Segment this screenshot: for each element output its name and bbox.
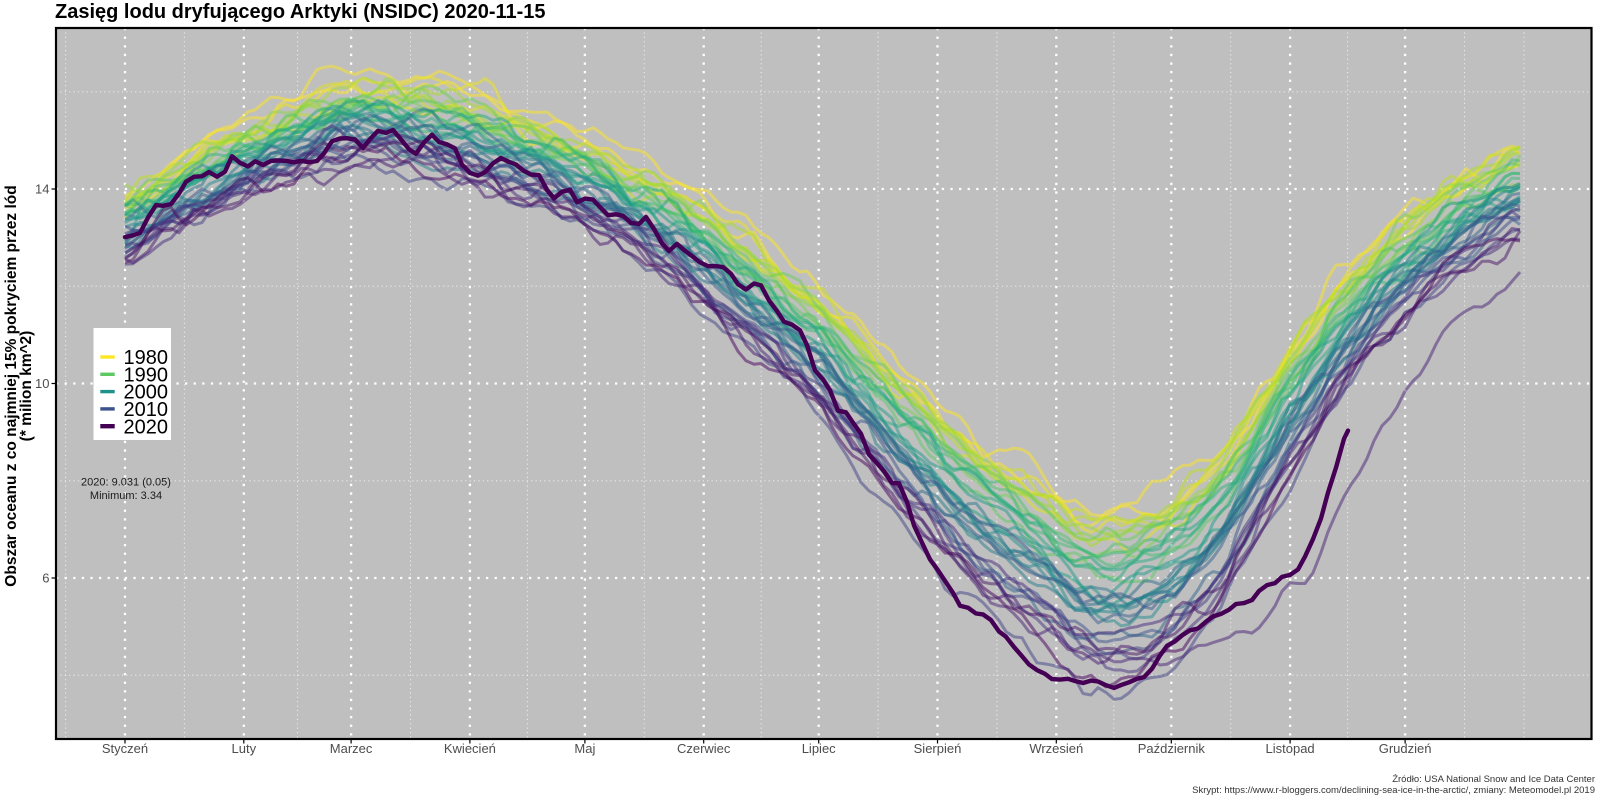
svg-text:Listopad: Listopad	[1266, 741, 1315, 756]
svg-text:Źródło: USA National Snow and: Źródło: USA National Snow and Ice Data C…	[1392, 774, 1595, 785]
svg-text:Październik: Październik	[1138, 741, 1206, 756]
svg-text:2020: 2020	[124, 416, 169, 438]
svg-text:Grudzień: Grudzień	[1379, 741, 1432, 756]
svg-text:Lipiec: Lipiec	[802, 741, 836, 756]
svg-text:Obszar oceanu z co najmniej 15: Obszar oceanu z co najmniej 15% pokrycie…	[3, 185, 20, 586]
svg-text:6: 6	[42, 570, 49, 585]
svg-text:Styczeń: Styczeń	[102, 741, 148, 756]
svg-text:Maj: Maj	[574, 741, 595, 756]
svg-text:(* milion km^2): (* milion km^2)	[18, 331, 35, 442]
svg-text:Minimum: 3.34: Minimum: 3.34	[90, 490, 162, 502]
svg-text:Czerwiec: Czerwiec	[677, 741, 731, 756]
svg-text:Kwiecień: Kwiecień	[444, 741, 496, 756]
svg-text:Skrypt: https://www.r-bloggers: Skrypt: https://www.r-bloggers.com/decli…	[1192, 785, 1595, 796]
svg-text:1990: 1990	[124, 364, 169, 386]
svg-text:Wrzesień: Wrzesień	[1029, 741, 1083, 756]
svg-text:14: 14	[35, 181, 49, 196]
svg-text:Marzec: Marzec	[330, 741, 373, 756]
svg-text:2010: 2010	[124, 399, 169, 421]
svg-text:Zasięg lodu dryfującego Arktyk: Zasięg lodu dryfującego Arktyki (NSIDC) …	[55, 1, 546, 23]
svg-text:2020: 9.031 (0.05): 2020: 9.031 (0.05)	[81, 477, 171, 489]
svg-text:1980: 1980	[124, 347, 169, 369]
svg-text:10: 10	[35, 376, 49, 391]
svg-text:2000: 2000	[124, 382, 169, 404]
svg-text:Luty: Luty	[232, 741, 257, 756]
svg-text:Sierpień: Sierpień	[914, 741, 962, 756]
